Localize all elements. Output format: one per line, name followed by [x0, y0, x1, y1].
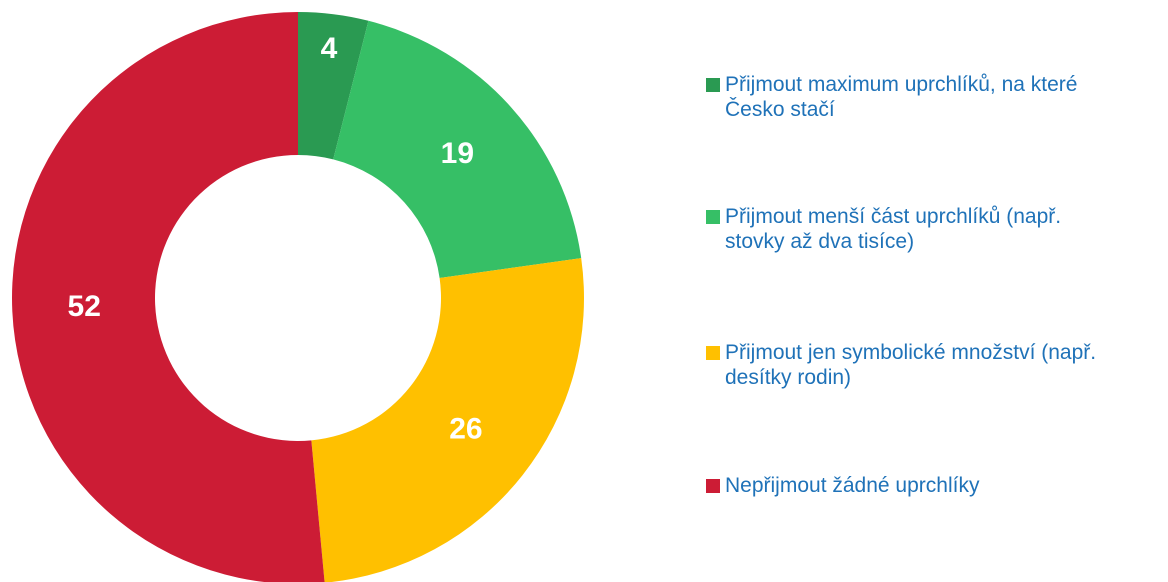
data-label: 26 — [449, 413, 482, 446]
legend-swatch — [706, 346, 720, 360]
legend-label: Přijmout maximum uprchlíků, na které Čes… — [725, 73, 1078, 121]
donut-slice — [311, 258, 584, 582]
chart: 4 19 26 52 — [12, 12, 584, 582]
legend-swatch — [706, 210, 720, 224]
legend-item: Přijmout jen symbolické množství (např. … — [706, 340, 1156, 390]
legend-swatch — [706, 78, 720, 92]
legend-item: Přijmout maximum uprchlíků, na které Čes… — [706, 72, 1156, 122]
donut-slice — [298, 12, 369, 160]
data-label: 4 — [321, 32, 338, 65]
legend-label: Přijmout menší část uprchlíků (např. sto… — [725, 205, 1062, 253]
legend-item: Nepřijmout žádné uprchlíky — [706, 473, 1156, 498]
data-label: 19 — [441, 137, 474, 170]
data-label: 52 — [68, 290, 101, 323]
legend-swatch — [706, 479, 720, 493]
donut-slice — [333, 20, 582, 279]
legend-label: Přijmout jen symbolické množství (např. … — [725, 341, 1097, 389]
legend-item: Přijmout menší část uprchlíků (např. sto… — [706, 204, 1156, 254]
donut-slice — [12, 12, 325, 582]
legend-label: Nepřijmout žádné uprchlíky — [725, 474, 980, 497]
